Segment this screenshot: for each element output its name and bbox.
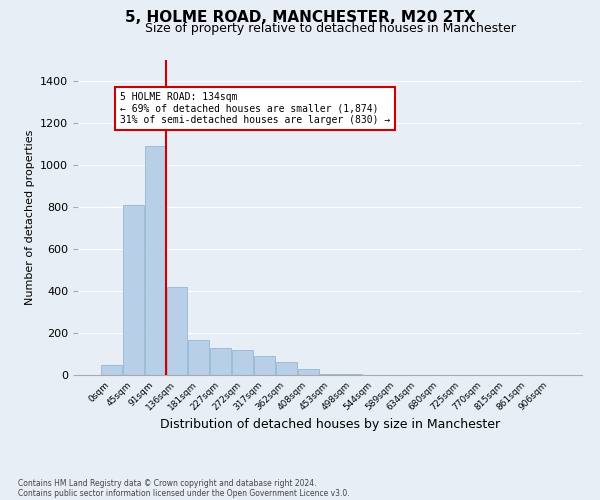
Bar bbox=[298, 368, 319, 375]
Text: 5, HOLME ROAD, MANCHESTER, M20 2TX: 5, HOLME ROAD, MANCHESTER, M20 2TX bbox=[125, 10, 475, 25]
Bar bbox=[210, 348, 231, 375]
X-axis label: Distribution of detached houses by size in Manchester: Distribution of detached houses by size … bbox=[160, 418, 500, 430]
Bar bbox=[341, 374, 362, 375]
Bar bbox=[254, 356, 275, 375]
Text: Contains HM Land Registry data © Crown copyright and database right 2024.: Contains HM Land Registry data © Crown c… bbox=[18, 478, 317, 488]
Bar bbox=[276, 362, 296, 375]
Text: Contains public sector information licensed under the Open Government Licence v3: Contains public sector information licen… bbox=[18, 488, 350, 498]
Title: Size of property relative to detached houses in Manchester: Size of property relative to detached ho… bbox=[145, 22, 515, 35]
Y-axis label: Number of detached properties: Number of detached properties bbox=[25, 130, 35, 305]
Bar bbox=[232, 350, 253, 375]
Bar bbox=[167, 287, 187, 375]
Bar bbox=[188, 340, 209, 375]
Bar bbox=[145, 146, 166, 375]
Bar bbox=[101, 364, 122, 375]
Bar bbox=[320, 374, 340, 375]
Bar bbox=[123, 205, 143, 375]
Text: 5 HOLME ROAD: 134sqm
← 69% of detached houses are smaller (1,874)
31% of semi-de: 5 HOLME ROAD: 134sqm ← 69% of detached h… bbox=[120, 92, 390, 124]
